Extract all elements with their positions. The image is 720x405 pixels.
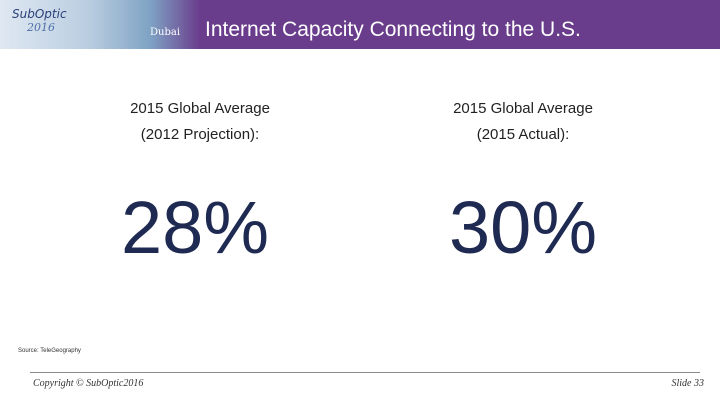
footer-copyright: Copyright © SubOptic2016 — [33, 378, 144, 389]
header-bar: SubOptic 2016 Dubai Internet Capacity Co… — [0, 0, 720, 49]
slide-title: Internet Capacity Connecting to the U.S. — [205, 18, 581, 41]
header-logo-band: SubOptic 2016 Dubai — [0, 0, 200, 49]
projection-label-line2: (2012 Projection): — [140, 126, 260, 143]
footer-divider — [30, 372, 700, 373]
source-note: Source: TeleGeography — [18, 348, 81, 354]
actual-label-line1: 2015 Global Average — [453, 100, 593, 117]
slide-number: Slide 33 — [671, 378, 705, 389]
projection-label-line1: 2015 Global Average — [130, 100, 270, 117]
host-city-badge: Dubai — [150, 27, 181, 38]
suboptic-logo: SubOptic — [12, 7, 67, 21]
suboptic-logo-year: 2016 — [27, 21, 55, 34]
actual-value: 30% — [448, 186, 598, 269]
actual-label-line2: (2015 Actual): — [476, 126, 570, 143]
projection-value: 28% — [120, 186, 270, 269]
